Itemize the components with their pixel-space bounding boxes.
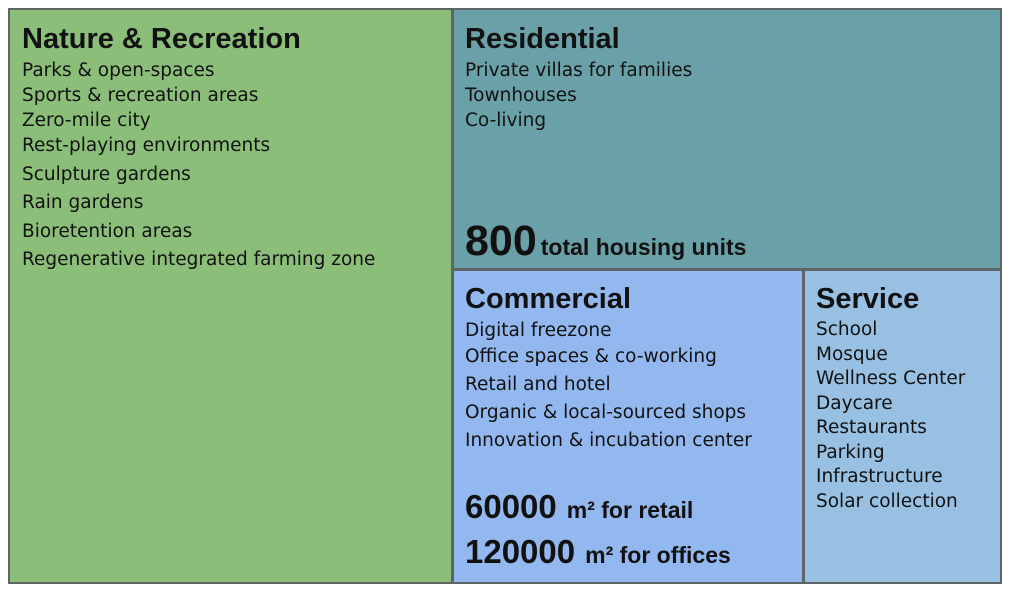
list-item: Organic & local-sourced shops	[465, 402, 747, 423]
list-item: Restaurants	[816, 417, 927, 438]
list-item: Rain gardens	[22, 192, 144, 213]
list-item: Parks & open-spaces	[22, 60, 215, 81]
residential-list: Private villas for families Townhouses C…	[465, 58, 1000, 133]
service-block: Service School Mosque Wellness Center Da…	[805, 271, 1000, 582]
retail-area-unit: m² for retail	[566, 497, 694, 523]
list-item: Sculpture gardens	[22, 163, 191, 185]
office-area-stat: 120000 m² for offices	[465, 532, 731, 577]
commercial-title: Commercial	[465, 283, 632, 315]
commercial-list: Digital freezone Office spaces & co-work…	[465, 318, 802, 454]
residential-title: Residential	[465, 23, 620, 55]
commercial-block: Commercial Digital freezone Office space…	[454, 271, 802, 582]
nature-recreation-block: Nature & Recreation Parks & open-spaces …	[10, 10, 451, 582]
housing-units-stat: 800 total housing units	[465, 218, 746, 264]
retail-area-stat: 60000 m² for retail	[465, 487, 731, 532]
list-item: School	[816, 319, 878, 340]
list-item: Private villas for families	[465, 60, 693, 81]
office-area-value: 120000	[465, 533, 576, 570]
service-list: School Mosque Wellness Center Daycare Re…	[816, 318, 1000, 514]
list-item: Co-living	[465, 110, 547, 131]
list-item: Bioretention areas	[22, 220, 193, 242]
housing-units-value: 800	[465, 217, 537, 265]
list-item: Infrastructure	[816, 466, 943, 487]
list-item: Digital freezone	[465, 320, 612, 341]
residential-block: Residential Private villas for families …	[454, 10, 1000, 268]
nature-recreation-title: Nature & Recreation	[22, 23, 301, 55]
list-item: Innovation & incubation center	[465, 430, 752, 451]
list-item: Solar collection	[816, 490, 958, 512]
list-item: Parking	[816, 441, 885, 463]
list-item: Zero-mile city	[22, 110, 151, 131]
nature-recreation-list: Parks & open-spaces Sports & recreation …	[22, 58, 451, 272]
list-item: Wellness Center	[816, 368, 966, 389]
office-area-unit: m² for offices	[585, 542, 731, 568]
list-item: Office spaces & co-working	[465, 346, 717, 367]
land-use-diagram: Nature & Recreation Parks & open-spaces …	[8, 8, 1002, 584]
retail-area-value: 60000	[465, 488, 557, 525]
list-item: Sports & recreation areas	[22, 85, 259, 106]
service-title: Service	[816, 283, 920, 315]
housing-units-label: total housing units	[540, 234, 747, 260]
list-item: Regenerative integrated farming zone	[22, 249, 376, 270]
list-item: Daycare	[816, 392, 893, 414]
commercial-stats: 60000 m² for retail 120000 m² for offices	[465, 487, 731, 577]
list-item: Retail and hotel	[465, 374, 611, 395]
list-item: Rest-playing environments	[22, 135, 271, 156]
list-item: Townhouses	[465, 85, 577, 106]
list-item: Mosque	[816, 343, 888, 365]
